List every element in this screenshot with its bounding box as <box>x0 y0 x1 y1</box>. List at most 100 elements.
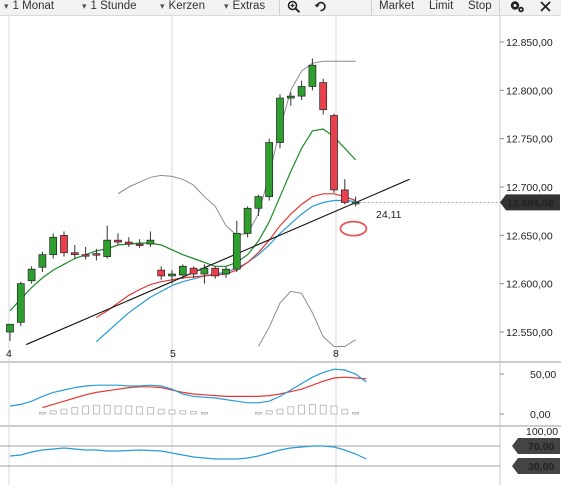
histogram-bar <box>125 405 133 415</box>
candle-body <box>232 233 241 270</box>
undo-icon[interactable] <box>311 0 329 15</box>
histogram-bar <box>49 410 57 415</box>
moving-average-red-line <box>96 193 356 319</box>
moving-average-green-line <box>9 128 357 312</box>
histogram-bar <box>200 411 208 415</box>
histogram-bar <box>179 410 187 415</box>
histogram-bar <box>254 411 262 415</box>
candle-body <box>103 239 112 257</box>
y-tick-label: 12.550,00 <box>506 327 553 339</box>
chart-style-label: Kerzen <box>168 0 205 12</box>
histogram-bar <box>287 406 295 415</box>
oscillator-main-line <box>9 368 367 407</box>
candle-body <box>189 267 198 275</box>
histogram-bar <box>146 407 154 415</box>
candle-body <box>200 267 209 275</box>
histogram-bar <box>341 408 349 415</box>
candle-body <box>222 268 230 275</box>
candle-body <box>16 283 25 323</box>
candle-body <box>92 253 101 256</box>
chevron-down-icon: ▾ <box>82 1 87 11</box>
oscillator-signal-line <box>42 376 367 409</box>
trendline <box>25 178 410 346</box>
histogram-bar <box>168 409 176 415</box>
candle-body <box>157 269 166 277</box>
histogram-bar <box>103 404 111 415</box>
candle-body <box>38 254 47 268</box>
y-tick-label: 12.700,00 <box>506 182 553 194</box>
rsi-line <box>9 445 367 460</box>
candle-body <box>70 252 79 256</box>
candle-body <box>114 239 122 243</box>
histogram-bar <box>330 405 338 415</box>
y-tick-label: 12.650,00 <box>506 230 553 242</box>
candle-body <box>351 202 360 205</box>
stop-label: Stop <box>468 0 492 12</box>
histogram-bar <box>39 411 46 415</box>
extras-label: Extras <box>232 0 266 12</box>
y-tick-label: 12.800,00 <box>506 85 553 97</box>
limit-label: Limit <box>429 0 454 12</box>
osc-y-tick-label: 50,00 <box>530 369 556 381</box>
candle-body <box>330 115 338 191</box>
price-chart[interactable]: 12.850,00 12.800,00 12.750,00 12.700,00 12.6… <box>0 16 561 485</box>
extras-dropdown[interactable]: ▾ Extras <box>224 0 265 15</box>
settings-icon[interactable] <box>508 0 526 15</box>
rsi-y-tick-label: 100,00 <box>526 426 558 438</box>
stop-order-button[interactable]: Stop <box>468 0 492 15</box>
highlight-circle <box>339 220 368 237</box>
histogram-bar <box>352 411 360 415</box>
candle-body <box>265 142 274 198</box>
candle-body <box>124 241 133 245</box>
candle-body <box>168 273 176 277</box>
y-tick-label: 12.850,00 <box>506 37 553 49</box>
limit-order-button[interactable]: Limit <box>429 0 453 15</box>
candle-body <box>297 86 306 97</box>
rsi-band-badge <box>512 438 560 454</box>
market-label: Market <box>379 0 415 12</box>
toolbar: ▾ 1 Monat ▾ 1 Stunde ▾ Kerzen ▾ Extras Marke… <box>0 0 561 16</box>
candle-body <box>286 95 295 99</box>
zoom-icon[interactable] <box>285 0 303 15</box>
bollinger-lower-line <box>257 290 356 347</box>
histogram-bar <box>298 404 306 415</box>
candle-body <box>49 236 58 256</box>
histogram-bar <box>190 411 198 415</box>
interval-dropdown[interactable]: ▾ 1 Stunde <box>82 0 137 15</box>
histogram-bar <box>265 410 273 415</box>
period-dropdown[interactable]: ▾ 1 Monat <box>4 0 54 15</box>
rsi-band-badge <box>512 458 560 474</box>
osc-y-tick-label: 0,00 <box>530 409 551 421</box>
histogram-bar <box>82 405 89 415</box>
trendline-distance-label: 24,11 <box>376 209 402 221</box>
chevron-down-icon: ▾ <box>4 1 9 11</box>
candle-body <box>319 82 328 111</box>
x-tick-label: 5 <box>170 348 176 360</box>
period-label: 1 Monat <box>12 0 55 12</box>
interval-label: 1 Stunde <box>90 0 137 12</box>
chart-style-dropdown[interactable]: ▾ Kerzen <box>160 0 205 15</box>
last-price-label: 12.684,08 <box>507 197 554 209</box>
candle-body <box>178 265 187 276</box>
candle-body <box>27 268 36 282</box>
candle-body <box>60 234 68 254</box>
candle-body <box>308 64 317 87</box>
rsi-band-label: 30,00 <box>528 461 554 473</box>
histogram-bar <box>157 408 165 415</box>
candle-body <box>340 189 349 203</box>
histogram-bar <box>319 404 327 415</box>
market-order-button[interactable]: Market <box>379 0 414 15</box>
x-tick-label: 8 <box>333 348 339 360</box>
y-tick-label: 12.600,00 <box>506 279 553 291</box>
rsi-band-label: 70,00 <box>528 441 554 453</box>
histogram-bar <box>276 408 284 415</box>
candle-body <box>243 207 252 234</box>
close-icon[interactable] <box>536 0 554 15</box>
candle-body <box>254 196 263 209</box>
candle-body <box>135 243 144 246</box>
candle-body <box>146 239 155 245</box>
histogram-bar <box>308 403 316 415</box>
candle-body <box>276 97 284 143</box>
histogram-bar <box>114 405 122 415</box>
candle-body <box>6 323 14 333</box>
